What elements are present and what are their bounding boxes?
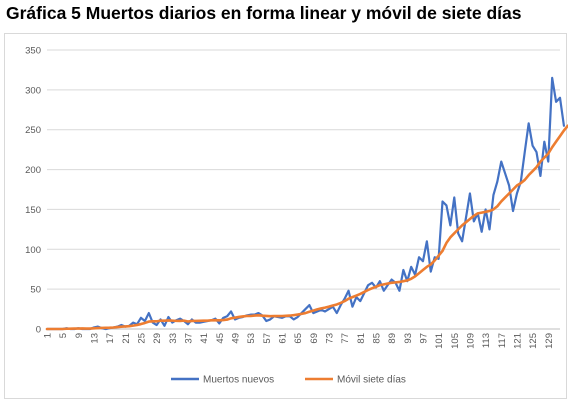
- y-tick-label: 50: [30, 285, 41, 296]
- x-tick-label: 29: [152, 333, 163, 344]
- x-tick-label: 89: [387, 333, 398, 344]
- y-axis-tick-labels: 0 50 100 150 200 250 300 350: [25, 46, 41, 336]
- x-tick-label: 101: [434, 333, 445, 349]
- x-tick-label: 129: [544, 333, 555, 349]
- y-tick-label: 350: [25, 46, 41, 57]
- legend-label-muertos-nuevos: Muertos nuevos: [203, 375, 274, 386]
- x-tick-label: 21: [121, 333, 132, 344]
- x-tick-label: 5: [58, 333, 69, 338]
- x-tick-label: 85: [371, 333, 382, 344]
- y-tick-label: 250: [25, 125, 41, 136]
- y-tick-label: 200: [25, 165, 41, 176]
- x-tick-label: 97: [418, 333, 429, 344]
- x-tick-label: 125: [528, 333, 539, 349]
- x-tick-label: 93: [403, 333, 414, 344]
- x-tick-label: 117: [497, 333, 508, 348]
- x-tick-label: 37: [183, 333, 194, 344]
- legend-label-movil-siete-dias: Móvil siete días: [337, 375, 406, 386]
- x-tick-label: 57: [262, 333, 273, 344]
- x-tick-label: 65: [293, 333, 304, 344]
- x-tick-label: 9: [74, 333, 85, 338]
- series-line-movil-siete-dias: [45, 124, 568, 331]
- y-tick-label: 0: [36, 325, 41, 336]
- x-tick-label: 61: [277, 333, 288, 344]
- chart-title: Gráfica 5 Muertos diarios en forma linea…: [6, 3, 522, 23]
- y-tick-label: 100: [25, 245, 41, 256]
- y-tick-label: 150: [25, 205, 41, 216]
- x-tick-label: 109: [465, 333, 476, 349]
- legend: Muertos nuevos Móvil siete días: [171, 375, 406, 386]
- x-tick-label: 13: [89, 333, 100, 344]
- x-tick-label: 33: [168, 333, 179, 344]
- line-chart: 0 50 100 150 200 250 300 350 1 5 9 13 17 21 25 29 33 37 4…: [25, 46, 568, 386]
- series-line-muertos-nuevos: [45, 76, 566, 331]
- x-tick-label: 121: [512, 333, 523, 349]
- x-tick-label: 1: [43, 333, 54, 338]
- chart-area: 0 50 100 150 200 250 300 350 1 5 9 13 17 21 25 29 33 37 4…: [4, 33, 568, 399]
- x-tick-label: 53: [246, 333, 257, 344]
- x-tick-label: 49: [230, 333, 241, 344]
- x-tick-label: 113: [481, 333, 492, 348]
- x-tick-label: 69: [309, 333, 320, 344]
- x-tick-label: 17: [105, 333, 116, 344]
- series-lines: [45, 76, 568, 331]
- x-tick-label: 25: [136, 333, 147, 344]
- x-tick-label: 105: [450, 333, 461, 349]
- y-tick-label: 300: [25, 85, 41, 96]
- gridlines: [47, 49, 560, 330]
- x-tick-label: 45: [215, 333, 226, 344]
- x-axis-tick-labels: 1 5 9 13 17 21 25 29 33 37 41 45 49 53 57 61 65 69 73 77 81 8…: [43, 333, 555, 349]
- x-tick-label: 77: [340, 333, 351, 344]
- x-tick-label: 81: [356, 333, 367, 344]
- x-tick-label: 41: [199, 333, 210, 344]
- x-tick-label: 73: [324, 333, 335, 344]
